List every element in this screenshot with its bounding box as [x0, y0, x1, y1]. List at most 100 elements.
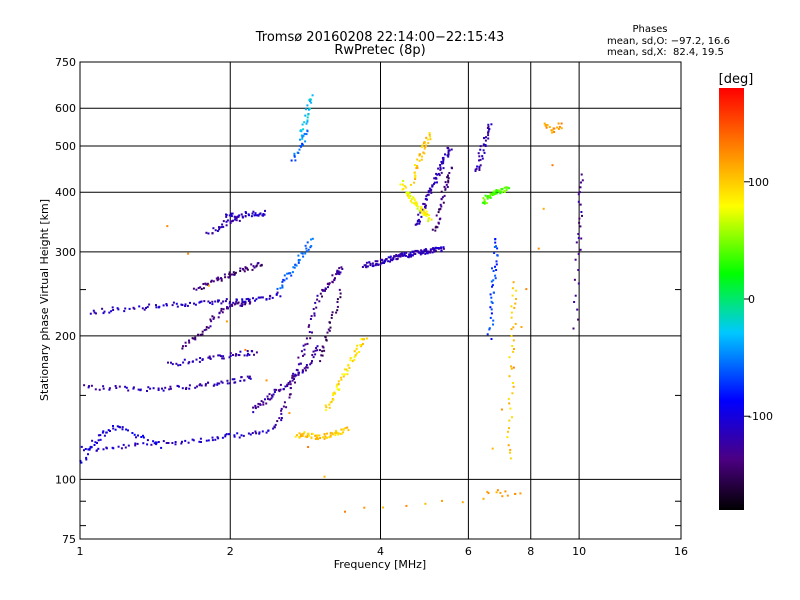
data-point — [249, 301, 251, 304]
data-point — [491, 284, 494, 287]
x-tick-label: 16 — [674, 545, 688, 558]
data-point — [336, 431, 339, 434]
data-point — [291, 376, 294, 379]
data-point — [124, 385, 127, 388]
data-point — [222, 308, 225, 311]
data-point — [560, 127, 563, 130]
data-point — [491, 302, 494, 304]
data-point — [331, 311, 334, 314]
data-point — [342, 375, 345, 378]
data-point — [429, 138, 432, 141]
data-point — [495, 260, 498, 263]
data-point — [134, 444, 137, 447]
data-point — [247, 213, 250, 216]
data-point — [262, 213, 265, 215]
data-point — [300, 134, 303, 137]
data-point — [418, 159, 421, 162]
data-point — [408, 192, 411, 195]
data-point — [510, 328, 513, 331]
data-point — [383, 259, 386, 262]
data-point — [389, 258, 392, 261]
data-point — [225, 224, 228, 227]
data-point — [428, 132, 431, 134]
data-point — [225, 214, 228, 216]
data-point — [310, 101, 313, 104]
data-point — [297, 152, 300, 154]
data-point — [496, 247, 499, 250]
data-point — [491, 285, 493, 288]
data-point — [235, 217, 238, 219]
data-point — [436, 173, 439, 176]
data-point — [397, 255, 400, 258]
data-point — [368, 261, 371, 264]
data-point — [363, 264, 366, 267]
data-point — [512, 326, 515, 329]
data-point — [158, 305, 161, 308]
colorbar-tick-label: 100 — [748, 176, 769, 189]
data-point — [492, 323, 494, 326]
data-point — [416, 207, 419, 210]
data-point — [447, 155, 450, 158]
data-point — [437, 167, 440, 170]
data-point — [280, 407, 283, 410]
data-point — [399, 255, 402, 258]
data-point — [429, 248, 432, 251]
data-point — [337, 383, 340, 385]
chart-subtitle: RwPretec (8p) — [334, 43, 425, 58]
data-point — [213, 383, 216, 386]
data-point — [314, 301, 317, 304]
y-tick-label: 600 — [55, 102, 76, 115]
data-point — [282, 405, 285, 408]
data-point — [487, 134, 490, 137]
data-point — [414, 176, 417, 179]
data-point — [426, 193, 429, 196]
data-point — [444, 187, 447, 190]
data-point — [247, 352, 249, 355]
data-point — [166, 225, 169, 228]
data-point — [161, 387, 163, 390]
data-point — [288, 396, 291, 399]
data-point — [226, 379, 229, 382]
data-point — [374, 260, 377, 263]
data-point — [282, 388, 285, 391]
data-point — [303, 121, 306, 124]
data-point — [274, 423, 277, 426]
data-point — [80, 445, 83, 448]
data-point — [405, 251, 408, 254]
data-point — [325, 409, 327, 412]
data-point — [207, 300, 210, 303]
data-point — [101, 307, 104, 310]
data-point — [302, 354, 304, 357]
data-point — [285, 277, 288, 280]
data-point — [495, 189, 498, 191]
colorbar-tick-label: -100 — [748, 410, 773, 423]
data-point — [230, 303, 233, 306]
data-point — [363, 506, 366, 509]
data-point — [223, 273, 226, 276]
data-point — [324, 287, 327, 290]
data-point — [114, 385, 117, 387]
data-point — [340, 432, 343, 435]
data-point — [299, 129, 302, 132]
data-point — [310, 437, 313, 440]
data-point — [224, 435, 227, 438]
data-point — [119, 426, 122, 429]
data-point — [280, 412, 283, 415]
data-point — [478, 165, 481, 168]
data-point — [336, 309, 339, 312]
data-point — [419, 251, 422, 254]
data-point — [217, 276, 220, 279]
data-point — [431, 185, 434, 188]
data-point — [329, 434, 332, 437]
data-point — [212, 280, 215, 283]
data-point — [85, 458, 88, 461]
data-point — [200, 288, 203, 290]
data-point — [485, 136, 487, 139]
data-point — [249, 433, 252, 436]
data-point — [413, 202, 416, 205]
data-point — [255, 351, 258, 354]
data-point — [212, 317, 215, 320]
data-point — [525, 288, 528, 291]
data-point — [291, 379, 294, 382]
data-point — [576, 308, 579, 311]
